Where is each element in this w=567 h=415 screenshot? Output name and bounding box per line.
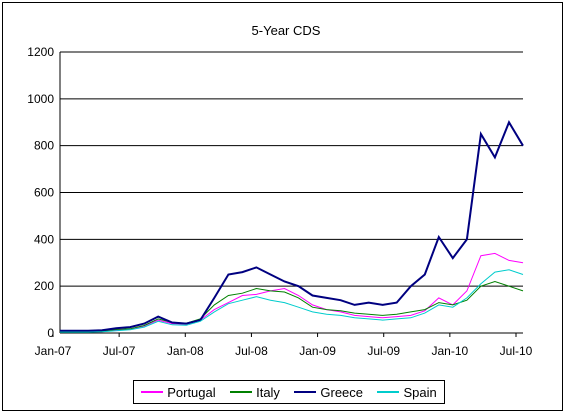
legend-swatch xyxy=(141,391,164,393)
chart-frame: 5-Year CDS 0 200 400 600 800 1000 1200 Jan-07 Ju… xyxy=(2,2,563,411)
y-tick-label: 800 xyxy=(34,139,54,153)
legend-swatch xyxy=(230,391,253,393)
y-tick-label: 0 xyxy=(47,326,54,340)
y-tick-label: 400 xyxy=(34,232,54,246)
cds-line-chart: 5-Year CDS 0 200 400 600 800 1000 1200 Jan-07 Ju… xyxy=(27,23,532,358)
series-line-greece xyxy=(60,120,524,332)
x-tick-label: Jul-10 xyxy=(500,344,533,358)
legend-item-portugal: Portugal xyxy=(141,384,216,400)
legend-item-spain: Spain xyxy=(377,384,437,400)
series-line-italy xyxy=(60,280,524,332)
chart-title: 5-Year CDS xyxy=(252,23,321,38)
legend-swatch xyxy=(377,391,400,393)
legend: Portugal Italy Greece Spain xyxy=(133,380,445,404)
series-line-spain xyxy=(60,269,524,333)
y-tick-label: 200 xyxy=(34,279,54,293)
x-tick-label: Jul-07 xyxy=(103,344,136,358)
y-tick-label: 600 xyxy=(34,186,54,200)
legend-swatch xyxy=(294,391,317,393)
legend-item-greece: Greece xyxy=(294,385,363,400)
y-tick-label: 1000 xyxy=(27,92,54,106)
series-line-portugal xyxy=(60,252,524,333)
y-tick-label: 1200 xyxy=(27,45,54,59)
x-tick-label: Jan-07 xyxy=(35,344,72,358)
x-tick-label: Jul-08 xyxy=(235,344,268,358)
x-tick-label: Jul-09 xyxy=(367,344,400,358)
plot-area: 0 200 400 600 800 1000 1200 Jan-07 Jul-07 Jan-08 J… xyxy=(27,45,532,358)
legend-label: Greece xyxy=(320,384,364,400)
legend-label: Spain xyxy=(403,384,437,400)
x-tick-label: Jan-09 xyxy=(299,344,336,358)
legend-label: Italy xyxy=(256,384,280,400)
x-tick-label: Jan-10 xyxy=(432,344,469,358)
x-tick-label: Jan-08 xyxy=(167,344,204,358)
legend-label: Portugal xyxy=(167,384,216,400)
legend-item-italy: Italy xyxy=(230,385,280,400)
